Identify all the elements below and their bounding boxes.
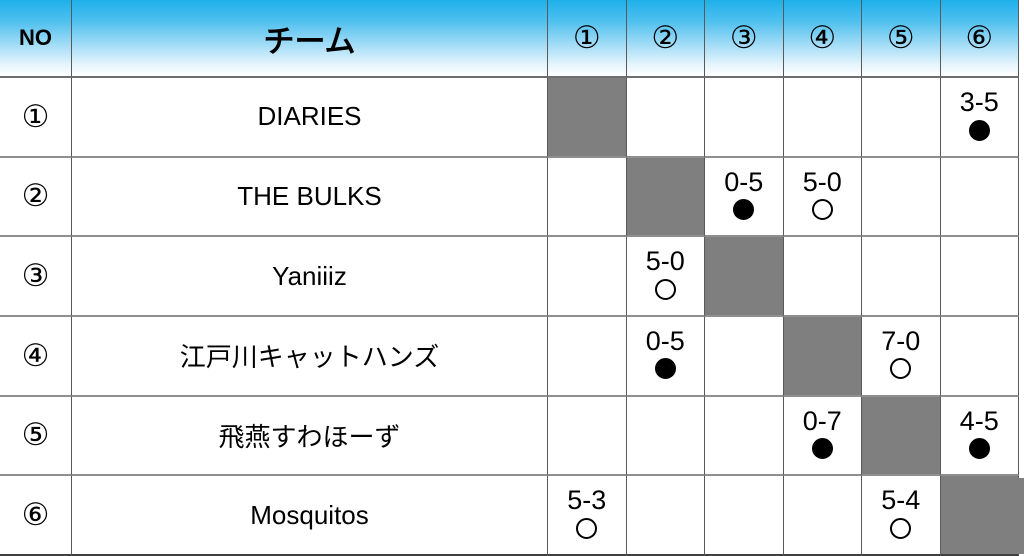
empty-cell (705, 476, 784, 556)
result-cell: 5-0 (626, 237, 705, 317)
score-text: 5-4 (881, 485, 921, 516)
empty-cell (548, 237, 627, 317)
self-cell (940, 476, 1019, 556)
empty-cell (783, 78, 862, 158)
col-header-round-2: ② (626, 0, 705, 78)
empty-cell (626, 396, 705, 477)
empty-cell (862, 78, 941, 158)
team-name: DIARIES (72, 78, 548, 158)
col-header-round-6: ⑥ (940, 0, 1019, 78)
team-name: 江戸川キャットハンズ (72, 316, 548, 397)
self-cell (548, 78, 627, 158)
team-row: ④ 江戸川キャットハンズ 0-5 7-0 (0, 316, 1019, 397)
self-cell-bleed (1018, 478, 1024, 554)
team-number: ④ (0, 316, 72, 397)
team-number: ① (0, 78, 72, 158)
team-row: ② THE BULKS 0-5 5-0 (0, 157, 1019, 238)
empty-cell (705, 316, 784, 397)
empty-cell (705, 396, 784, 477)
header-row: NO チーム ① ② ③ ④ ⑤ ⑥ (0, 0, 1019, 78)
loss-mark-icon (654, 358, 676, 380)
score-text: 4-5 (959, 405, 999, 436)
loss-mark-icon (968, 438, 990, 460)
empty-cell (940, 316, 1019, 397)
team-number: ⑥ (0, 476, 72, 556)
team-number: ⑤ (0, 396, 72, 477)
self-cell (862, 396, 941, 477)
empty-cell (626, 476, 705, 556)
win-mark-icon (890, 358, 912, 380)
result-cell: 3-5 (940, 78, 1019, 158)
empty-cell (626, 78, 705, 158)
result-cell: 7-0 (862, 316, 941, 397)
score-text: 5-0 (645, 246, 685, 277)
loss-mark-icon (811, 438, 833, 460)
team-name: 飛燕すわほーず (72, 396, 548, 477)
empty-cell (940, 157, 1019, 238)
empty-cell (548, 316, 627, 397)
col-header-round-3: ③ (705, 0, 784, 78)
col-header-round-1: ① (548, 0, 627, 78)
score-text: 0-7 (802, 405, 842, 436)
self-cell (626, 157, 705, 238)
result-cell: 0-5 (705, 157, 784, 238)
loss-mark-icon (733, 199, 755, 221)
win-mark-icon (811, 199, 833, 221)
result-cell: 5-3 (548, 476, 627, 556)
empty-cell (862, 157, 941, 238)
result-cell: 0-7 (783, 396, 862, 477)
empty-cell (940, 237, 1019, 317)
empty-cell (705, 78, 784, 158)
team-number: ③ (0, 237, 72, 317)
self-cell (783, 316, 862, 397)
win-mark-icon (890, 517, 912, 539)
team-number: ② (0, 157, 72, 238)
team-name: Yaniiiz (72, 237, 548, 317)
col-header-round-4: ④ (783, 0, 862, 78)
score-text: 5-3 (567, 485, 607, 516)
empty-cell (783, 476, 862, 556)
result-cell: 4-5 (940, 396, 1019, 477)
win-mark-icon (654, 278, 676, 300)
loss-mark-icon (968, 119, 990, 141)
team-row: ③ Yaniiiz 5-0 (0, 237, 1019, 317)
team-row: ⑥ Mosquitos 5-3 5-4 (0, 476, 1019, 556)
team-name: THE BULKS (72, 157, 548, 238)
score-text: 0-5 (724, 166, 764, 197)
team-row: ⑤ 飛燕すわほーず 0-7 4-5 (0, 396, 1019, 477)
team-name: Mosquitos (72, 476, 548, 556)
col-header-no: NO (0, 0, 72, 78)
col-header-team: チーム (72, 0, 548, 78)
result-cell: 5-0 (783, 157, 862, 238)
empty-cell (548, 396, 627, 477)
score-text: 0-5 (645, 326, 685, 357)
empty-cell (783, 237, 862, 317)
score-text: 5-0 (802, 166, 842, 197)
empty-cell (548, 157, 627, 238)
score-text: 7-0 (881, 326, 921, 357)
col-header-round-5: ⑤ (862, 0, 941, 78)
self-cell (705, 237, 784, 317)
empty-cell (862, 237, 941, 317)
results-body: ① DIARIES 3-5 ② THE BULKS 0-5 5-0 ③ Yaniiiz 5-0 ④ 江… (0, 78, 1019, 556)
result-cell: 0-5 (626, 316, 705, 397)
team-row: ① DIARIES 3-5 (0, 78, 1019, 158)
result-cell: 5-4 (862, 476, 941, 556)
score-text: 3-5 (959, 87, 999, 118)
win-mark-icon (576, 517, 598, 539)
